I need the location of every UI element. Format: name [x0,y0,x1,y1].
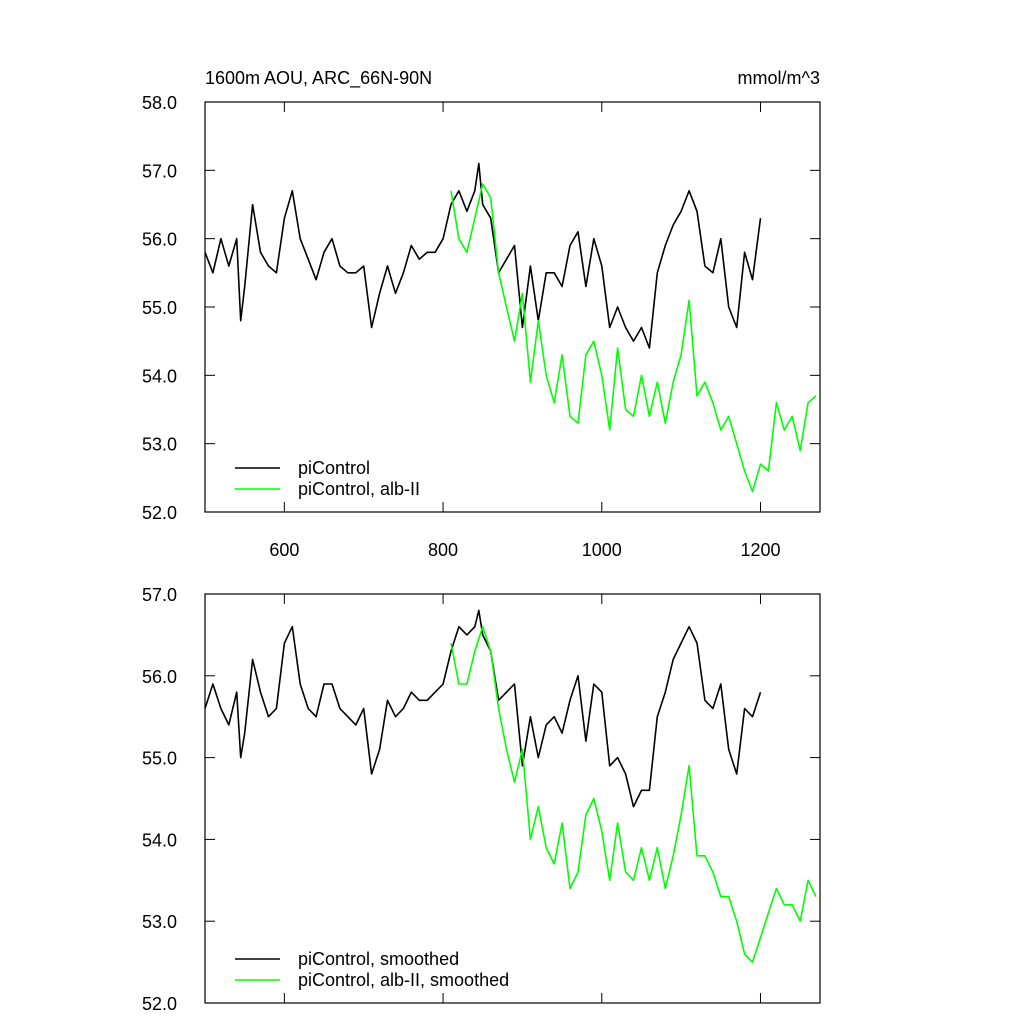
y-tick-label: 55.0 [142,298,177,318]
legend-label: piControl, alb-II, smoothed [298,970,509,990]
y-tick-label: 54.0 [142,830,177,850]
x-tick-label: 800 [428,540,458,560]
y-tick-label: 52.0 [142,994,177,1014]
chart-title: 1600m AOU, ARC_66N-90N [205,68,432,89]
x-tick-label: 1200 [740,540,780,560]
y-tick-label: 54.0 [142,366,177,386]
units-label: mmol/m^3 [738,68,820,88]
x-tick-label: 600 [269,540,299,560]
y-tick-label: 57.0 [142,585,177,605]
x-tick-label: 1000 [582,540,622,560]
data-line [204,162,762,349]
y-tick-label: 56.0 [142,230,177,250]
legend-label: piControl, smoothed [298,949,459,969]
y-tick-label: 53.0 [142,435,177,455]
data-line [450,183,817,493]
data-line [450,625,817,963]
y-tick-label: 58.0 [142,93,177,113]
plot-frame [204,593,821,1004]
y-tick-label: 55.0 [142,749,177,769]
legend-label: piControl, alb-II [298,479,420,499]
y-tick-label: 53.0 [142,912,177,932]
data-line [204,609,762,808]
y-tick-label: 56.0 [142,667,177,687]
y-tick-label: 57.0 [142,161,177,181]
plot-frame [204,101,821,513]
y-tick-label: 52.0 [142,503,177,523]
legend-label: piControl [298,458,370,478]
